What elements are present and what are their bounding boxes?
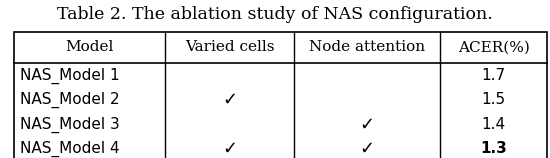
Text: ✓: ✓ [360, 115, 375, 133]
Text: Table 2. The ablation study of NAS configuration.: Table 2. The ablation study of NAS confi… [57, 6, 493, 23]
Text: ✓: ✓ [222, 91, 237, 109]
Text: NAS_Model 4: NAS_Model 4 [20, 141, 120, 157]
Text: Varied cells: Varied cells [185, 40, 274, 54]
Text: Model: Model [65, 40, 113, 54]
Text: 1.3: 1.3 [480, 141, 507, 156]
Text: 1.5: 1.5 [482, 92, 505, 107]
Text: Node attention: Node attention [309, 40, 425, 54]
Text: ✓: ✓ [360, 140, 375, 158]
Text: NAS_Model 3: NAS_Model 3 [20, 116, 120, 133]
Text: ACER(%): ACER(%) [458, 40, 530, 54]
Text: 1.7: 1.7 [482, 68, 505, 83]
Bar [14, 32, 547, 158]
Text: 1.4: 1.4 [482, 117, 505, 132]
Text: NAS_Model 2: NAS_Model 2 [20, 92, 120, 108]
Text: NAS_Model 1: NAS_Model 1 [20, 67, 120, 84]
Text: ✓: ✓ [222, 140, 237, 158]
